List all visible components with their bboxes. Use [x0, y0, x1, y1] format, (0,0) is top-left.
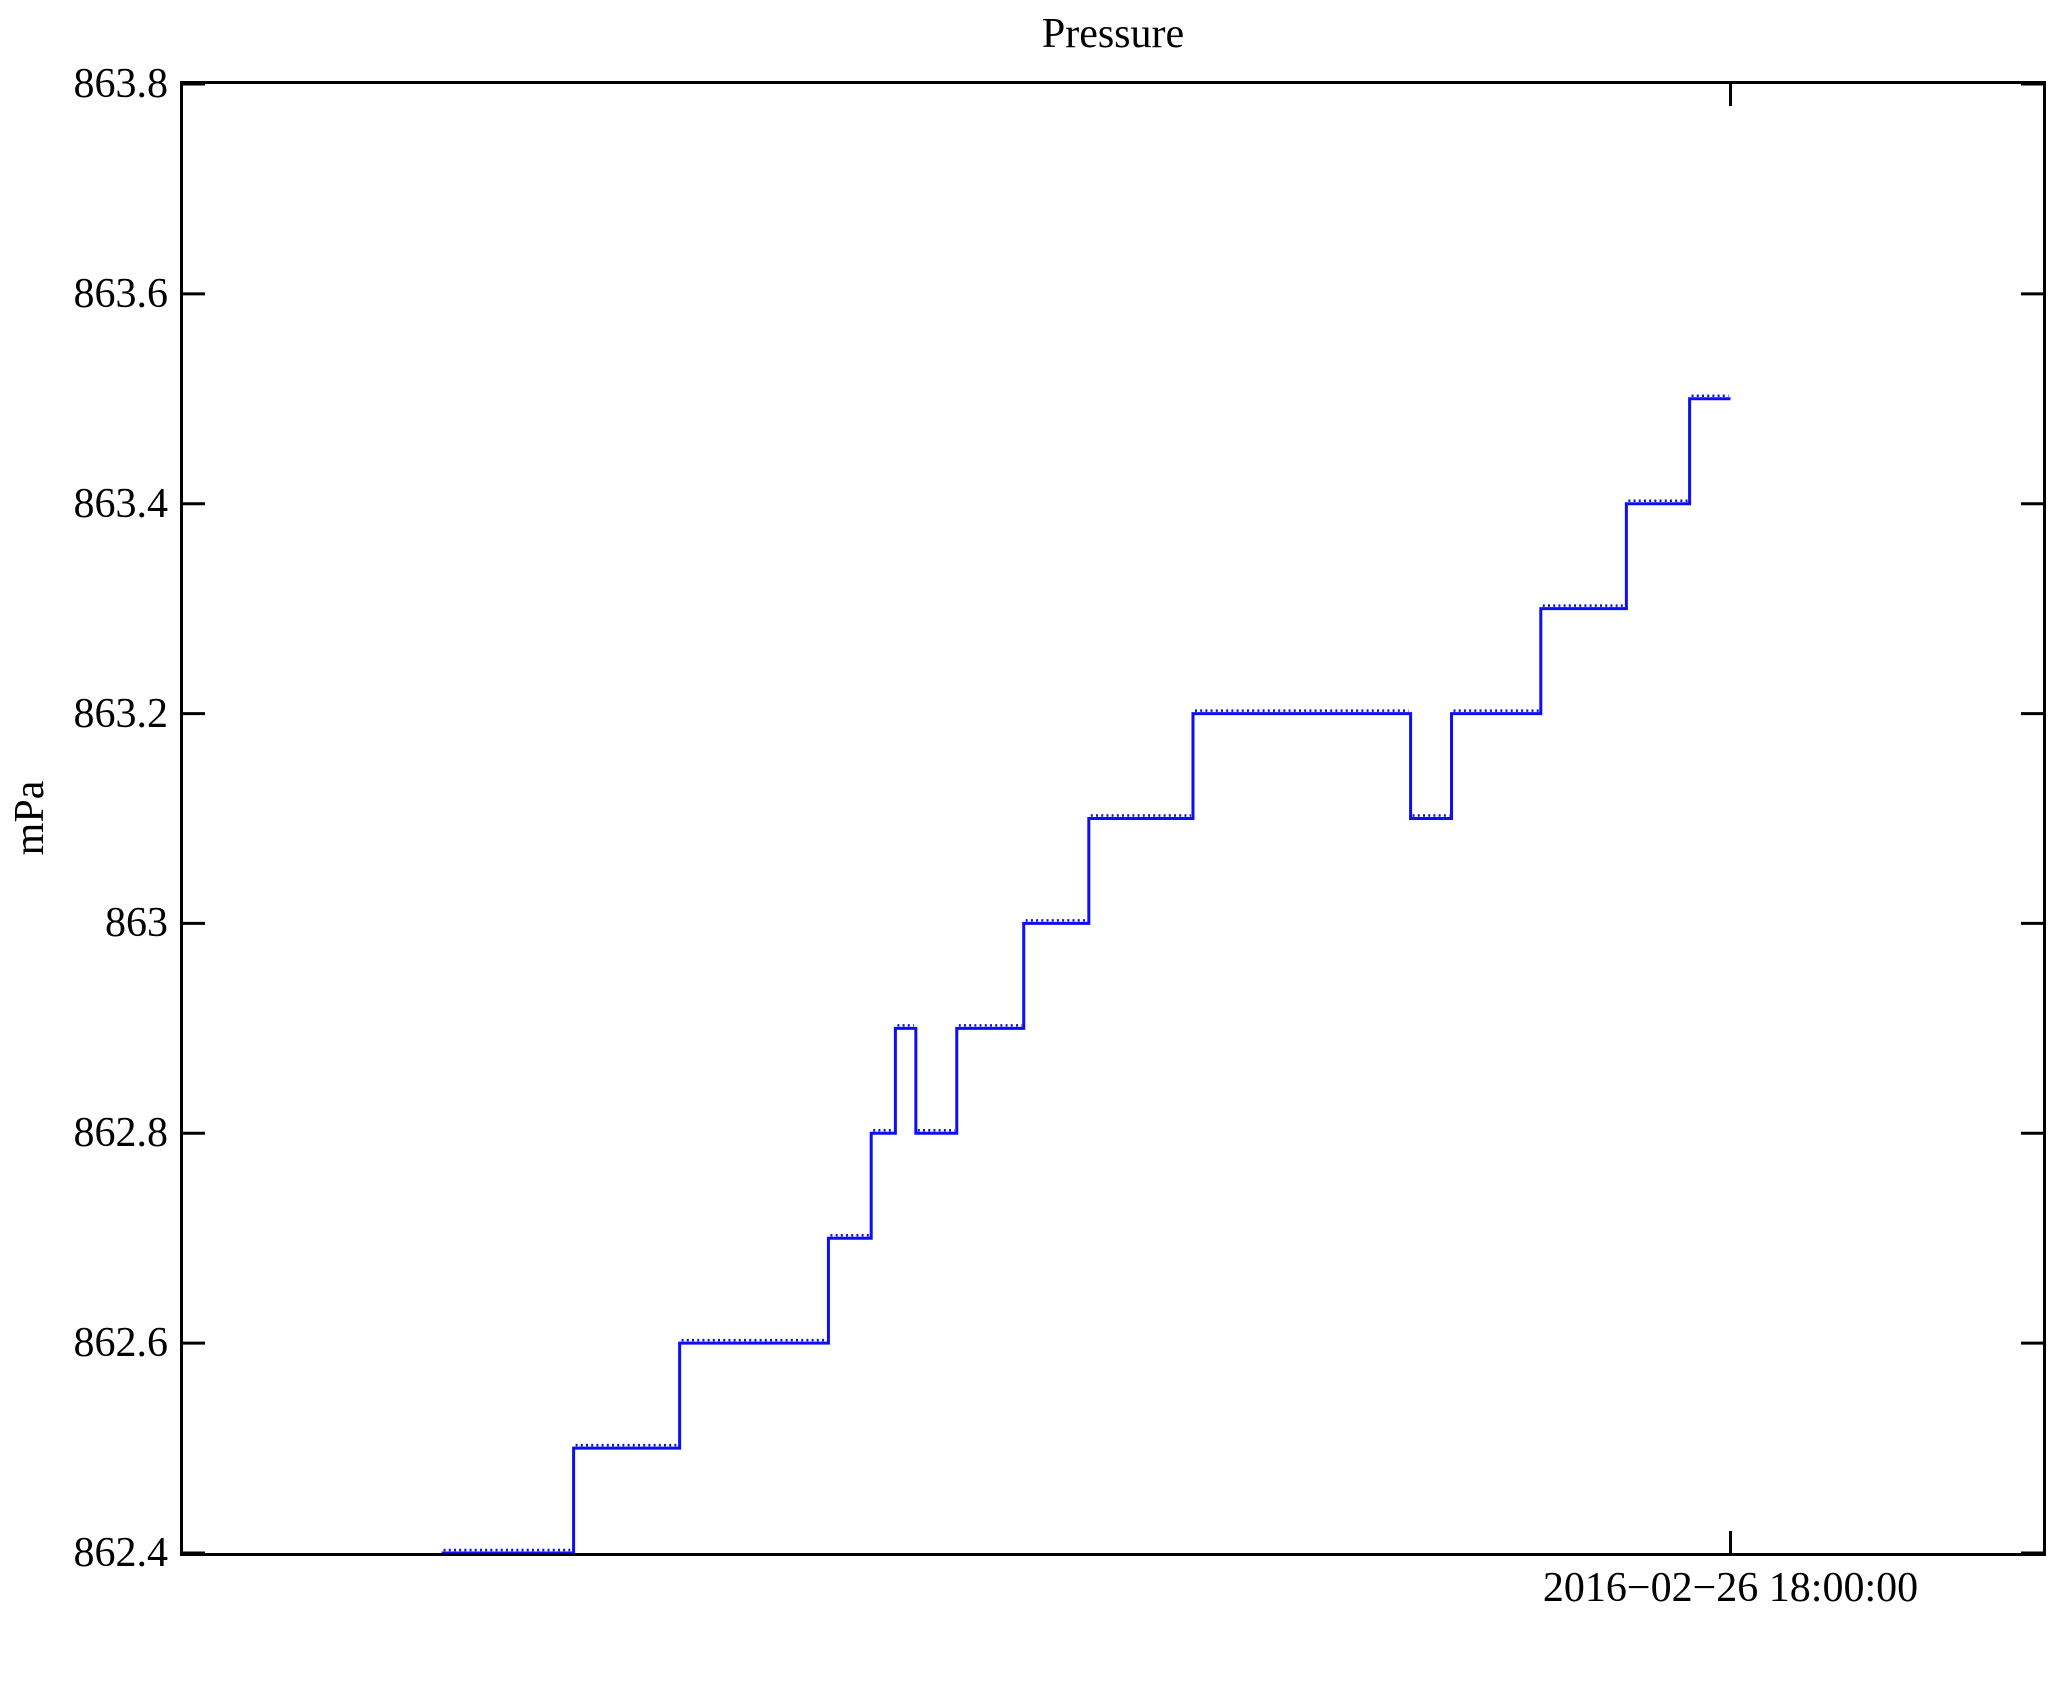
chart-title: Pressure [1041, 11, 1185, 57]
x-tick-label: 2016−02−26 18:00:00 [1542, 1565, 1919, 1611]
y-tick-label: 863.2 [73, 690, 169, 737]
y-tick-label: 863.8 [73, 61, 169, 107]
y-tick-label: 863.6 [73, 270, 169, 317]
y-tick-label: 863.4 [73, 480, 169, 527]
series-line [441, 397, 1731, 1553]
y-axis-label: mPa [7, 780, 53, 856]
y-tick-label: 862.6 [73, 1320, 169, 1367]
plot-area [180, 81, 2046, 1556]
pressure-step-line-chart [183, 84, 2043, 1553]
y-tick-label: 862.4 [73, 1530, 169, 1576]
y-tick-label: 863 [105, 900, 168, 947]
y-tick-label: 862.8 [73, 1110, 169, 1157]
